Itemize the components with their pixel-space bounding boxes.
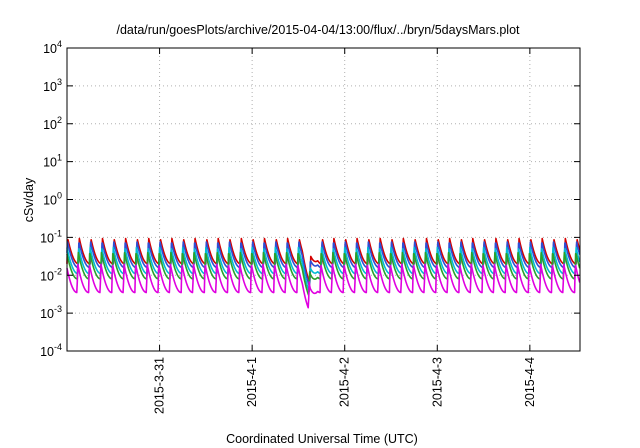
y-axis: 10-4 10-3 10-2 10-1 100 101 102 103 104 (40, 39, 580, 359)
y-tick-label: 10-4 (40, 342, 62, 359)
series-line-5 (66, 263, 581, 309)
x-tick-label: 2015-4-3 (430, 357, 444, 407)
y-tick-label: 10-2 (40, 266, 62, 283)
x-tick-label: 2015-3-31 (153, 357, 167, 414)
y-tick-label: 101 (43, 153, 62, 170)
y-tick-label: 103 (43, 77, 62, 94)
x-tick-label: 2015-4-2 (338, 357, 352, 407)
plot-area (66, 237, 581, 309)
x-tick-label: 2015-4-1 (245, 357, 259, 407)
y-axis-label: cSv/day (22, 177, 36, 222)
x-axis: 2015-3-31 2015-4-1 2015-4-2 2015-4-3 2015-4-… (153, 48, 537, 414)
series-line-3 (66, 246, 581, 293)
x-tick-label: 2015-4-4 (523, 357, 537, 407)
y-tick-label: 102 (43, 115, 62, 132)
chart-title: /data/run/goesPlots/archive/2015-04-04/1… (116, 23, 520, 37)
y-tick-label: 10-1 (40, 228, 62, 245)
x-axis-label: Coordinated Universal Time (UTC) (226, 432, 418, 446)
y-tick-label: 10-3 (40, 304, 62, 321)
gridlines (67, 48, 580, 351)
y-tick-label: 104 (43, 39, 62, 56)
y-tick-label: 100 (43, 191, 62, 208)
